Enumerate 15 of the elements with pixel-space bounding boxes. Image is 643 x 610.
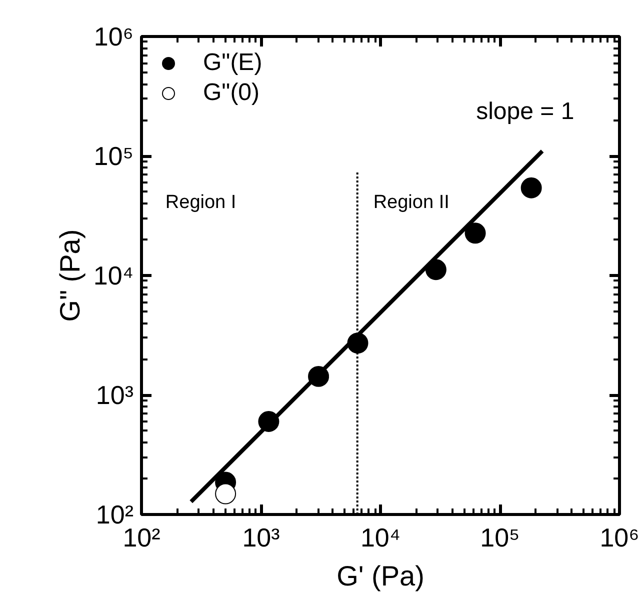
y-tick-label: 10⁵: [94, 141, 134, 171]
x-tick-label: 10³: [242, 522, 280, 552]
annotation: Region II: [373, 192, 450, 213]
legend-label: G"(0): [203, 79, 260, 107]
x-tick-label: 10⁶: [600, 522, 640, 552]
annotation: Region I: [165, 192, 236, 213]
y-tick-label: 10⁴: [93, 260, 134, 290]
y-axis-title: G" (Pa): [54, 229, 86, 322]
annotation: slope = 1: [476, 98, 574, 126]
x-tick-label: 10⁵: [480, 522, 520, 552]
legend-label: G"(E): [203, 49, 262, 77]
x-axis-title: G' (Pa): [336, 560, 424, 592]
y-tick-label: 10⁶: [94, 22, 134, 52]
x-tick-label: 10⁴: [360, 522, 401, 552]
y-tick-label: 10³: [96, 380, 134, 410]
